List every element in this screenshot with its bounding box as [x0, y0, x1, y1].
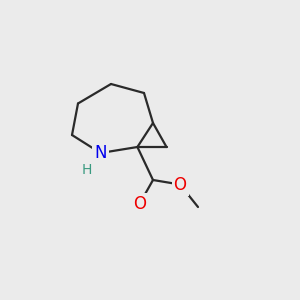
- Text: O: O: [133, 195, 146, 213]
- Text: H: H: [82, 164, 92, 177]
- Text: O: O: [173, 176, 187, 194]
- Text: N: N: [94, 144, 107, 162]
